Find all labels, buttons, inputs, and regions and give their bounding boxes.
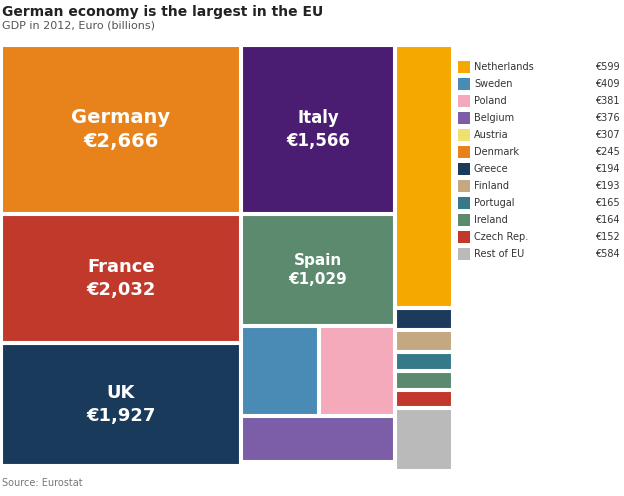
Bar bbox=[396, 391, 452, 407]
Text: Portugal: Portugal bbox=[474, 198, 515, 208]
Bar bbox=[458, 129, 470, 141]
Text: Czech Rep.: Czech Rep. bbox=[474, 232, 529, 242]
Bar bbox=[242, 215, 394, 325]
Text: €164: €164 bbox=[595, 215, 620, 225]
Bar bbox=[396, 372, 452, 389]
Bar bbox=[396, 46, 452, 307]
Text: Ireland: Ireland bbox=[474, 215, 508, 225]
Text: Denmark: Denmark bbox=[474, 147, 519, 157]
Bar bbox=[396, 309, 452, 329]
Text: €194: €194 bbox=[595, 164, 620, 174]
Bar bbox=[458, 231, 470, 243]
Bar bbox=[242, 417, 394, 461]
Text: €307: €307 bbox=[595, 130, 620, 140]
Text: Poland: Poland bbox=[474, 96, 507, 106]
Bar bbox=[458, 248, 470, 260]
Bar bbox=[242, 46, 394, 213]
Text: €409: €409 bbox=[595, 79, 620, 89]
Bar bbox=[458, 197, 470, 209]
Text: Greece: Greece bbox=[474, 164, 509, 174]
Text: Sweden: Sweden bbox=[474, 79, 512, 89]
Bar bbox=[396, 331, 452, 351]
Text: €152: €152 bbox=[595, 232, 620, 242]
Bar bbox=[2, 215, 240, 342]
Text: €381: €381 bbox=[595, 96, 620, 106]
Bar bbox=[458, 112, 470, 124]
Bar bbox=[2, 46, 240, 213]
Bar bbox=[458, 180, 470, 192]
Text: €584: €584 bbox=[595, 249, 620, 259]
Text: €245: €245 bbox=[595, 147, 620, 157]
Text: Source: Eurostat: Source: Eurostat bbox=[2, 478, 82, 488]
Text: €165: €165 bbox=[595, 198, 620, 208]
Text: Spain
€1,029: Spain €1,029 bbox=[289, 253, 348, 287]
Bar bbox=[458, 163, 470, 175]
Text: UK
€1,927: UK €1,927 bbox=[86, 384, 155, 425]
Text: Belgium: Belgium bbox=[474, 113, 514, 123]
Text: €599: €599 bbox=[595, 62, 620, 72]
Text: €376: €376 bbox=[595, 113, 620, 123]
Bar bbox=[2, 344, 240, 465]
Text: Rest of EU: Rest of EU bbox=[474, 249, 524, 259]
Text: France
€2,032: France €2,032 bbox=[86, 258, 155, 299]
Bar bbox=[458, 78, 470, 90]
Bar bbox=[320, 327, 394, 415]
Bar bbox=[458, 95, 470, 107]
Text: GDP in 2012, Euro (billions): GDP in 2012, Euro (billions) bbox=[2, 20, 155, 30]
Text: German economy is the largest in the EU: German economy is the largest in the EU bbox=[2, 5, 323, 19]
Bar bbox=[458, 214, 470, 226]
Bar bbox=[458, 146, 470, 158]
Text: €193: €193 bbox=[595, 181, 620, 191]
Bar bbox=[242, 327, 318, 415]
Text: Netherlands: Netherlands bbox=[474, 62, 534, 72]
Text: Germany
€2,666: Germany €2,666 bbox=[71, 108, 170, 151]
Bar bbox=[396, 353, 452, 370]
Bar bbox=[458, 61, 470, 73]
Text: Austria: Austria bbox=[474, 130, 509, 140]
Text: Finland: Finland bbox=[474, 181, 509, 191]
Text: Italy
€1,566: Italy €1,566 bbox=[286, 110, 350, 150]
Bar bbox=[396, 409, 452, 470]
